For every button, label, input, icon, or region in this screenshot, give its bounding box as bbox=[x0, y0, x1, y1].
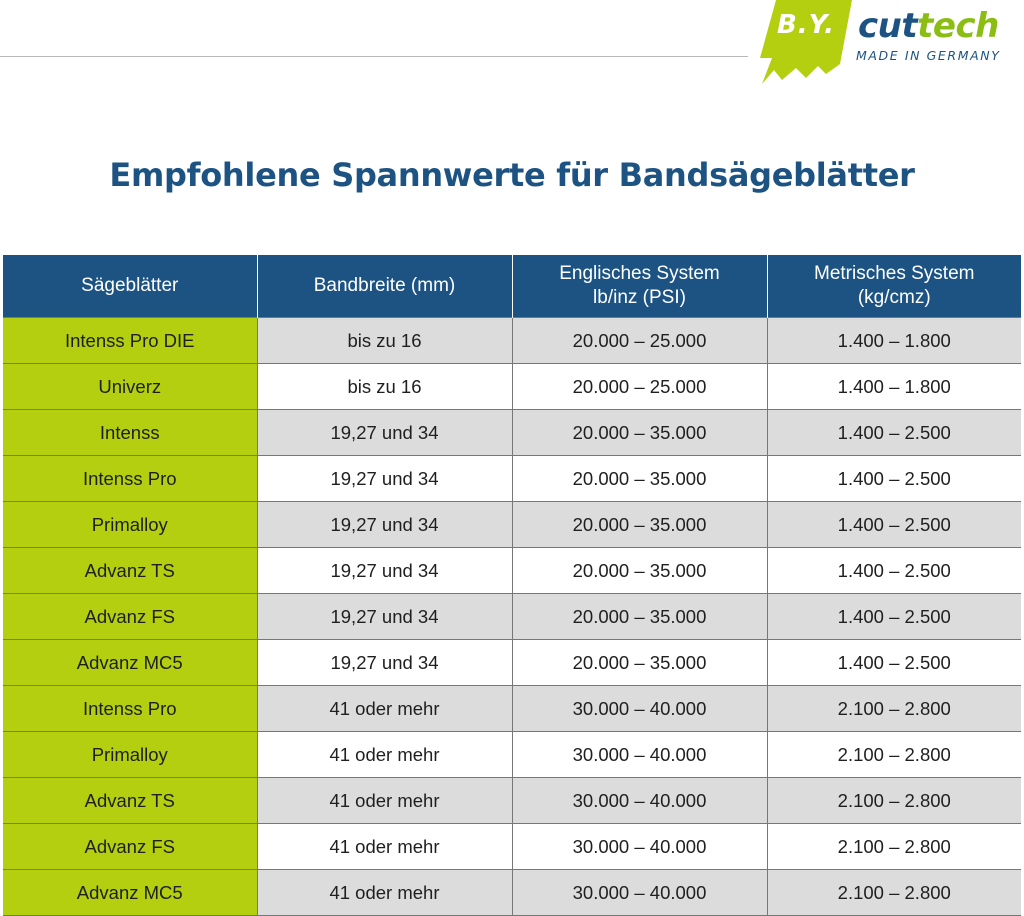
table-header-row: Sägeblätter Bandbreite (mm) Englisches S… bbox=[3, 255, 1021, 318]
blade-name-cell: Primalloy bbox=[3, 501, 257, 548]
blade-name-cell: Intenss Pro bbox=[3, 455, 257, 502]
table-row: Advanz MC5 41 oder mehr 30.000 – 40.000 … bbox=[3, 869, 1021, 916]
column-header-imperial: Englisches System lb/inz (PSI) bbox=[511, 255, 767, 318]
metric-value-cell: 2.100 – 2.800 bbox=[766, 777, 1021, 824]
metric-value-cell: 1.400 – 2.500 bbox=[766, 501, 1021, 548]
band-width-cell: 19,27 und 34 bbox=[256, 501, 512, 548]
psi-value-cell: 20.000 – 35.000 bbox=[511, 501, 767, 548]
table-row: Advanz TS 41 oder mehr 30.000 – 40.000 2… bbox=[3, 777, 1021, 824]
blade-name-cell: Advanz MC5 bbox=[3, 639, 257, 686]
psi-value-cell: 30.000 – 40.000 bbox=[511, 823, 767, 870]
metric-value-cell: 2.100 – 2.800 bbox=[766, 685, 1021, 732]
metric-value-cell: 2.100 – 2.800 bbox=[766, 823, 1021, 870]
psi-value-cell: 20.000 – 35.000 bbox=[511, 409, 767, 456]
column-header-blade: Sägeblätter bbox=[3, 255, 257, 318]
psi-value-cell: 20.000 – 35.000 bbox=[511, 639, 767, 686]
blade-name-cell: Advanz FS bbox=[3, 823, 257, 870]
metric-value-cell: 1.400 – 1.800 bbox=[766, 363, 1021, 410]
logo-badge-text: B.Y. bbox=[776, 10, 836, 40]
table-row: Intenss Pro DIE bis zu 16 20.000 – 25.00… bbox=[3, 317, 1021, 364]
metric-value-cell: 1.400 – 2.500 bbox=[766, 593, 1021, 640]
blade-name-cell: Intenss Pro bbox=[3, 685, 257, 732]
column-header-metric: Metrisches System (kg/cmz) bbox=[766, 255, 1021, 318]
band-width-cell: 41 oder mehr bbox=[256, 823, 512, 870]
band-width-cell: 41 oder mehr bbox=[256, 731, 512, 778]
metric-value-cell: 1.400 – 2.500 bbox=[766, 409, 1021, 456]
metric-value-cell: 1.400 – 2.500 bbox=[766, 639, 1021, 686]
metric-value-cell: 1.400 – 1.800 bbox=[766, 317, 1021, 364]
blade-name-cell: Univerz bbox=[3, 363, 257, 410]
blade-name-cell: Advanz TS bbox=[3, 777, 257, 824]
column-header-width: Bandbreite (mm) bbox=[256, 255, 512, 318]
psi-value-cell: 20.000 – 35.000 bbox=[511, 455, 767, 502]
band-width-cell: 19,27 und 34 bbox=[256, 455, 512, 502]
header-divider bbox=[0, 56, 748, 57]
metric-value-cell: 1.400 – 2.500 bbox=[766, 547, 1021, 594]
metric-value-cell: 1.400 – 2.500 bbox=[766, 455, 1021, 502]
psi-value-cell: 20.000 – 25.000 bbox=[511, 363, 767, 410]
psi-value-cell: 30.000 – 40.000 bbox=[511, 731, 767, 778]
metric-value-cell: 2.100 – 2.800 bbox=[766, 731, 1021, 778]
band-width-cell: 19,27 und 34 bbox=[256, 593, 512, 640]
table-row: Intenss Pro 41 oder mehr 30.000 – 40.000… bbox=[3, 685, 1021, 732]
blade-name-cell: Advanz FS bbox=[3, 593, 257, 640]
logo-tagline: MADE IN GERMANY bbox=[856, 48, 1001, 63]
table-row: Advanz TS 19,27 und 34 20.000 – 35.000 1… bbox=[3, 547, 1021, 594]
psi-value-cell: 30.000 – 40.000 bbox=[511, 685, 767, 732]
band-width-cell: 41 oder mehr bbox=[256, 685, 512, 732]
blade-name-cell: Primalloy bbox=[3, 731, 257, 778]
company-logo: B.Y. cuttech MADE IN GERMANY bbox=[760, 0, 1024, 90]
band-width-cell: bis zu 16 bbox=[256, 363, 512, 410]
page-title: Empfohlene Spannwerte für Bandsägeblätte… bbox=[109, 156, 915, 194]
logo-wordmark-part1: cut bbox=[858, 6, 918, 46]
metric-value-cell: 2.100 – 2.800 bbox=[766, 869, 1021, 916]
band-width-cell: 41 oder mehr bbox=[256, 777, 512, 824]
table-row: Primalloy 19,27 und 34 20.000 – 35.000 1… bbox=[3, 501, 1021, 548]
table-row: Advanz FS 19,27 und 34 20.000 – 35.000 1… bbox=[3, 593, 1021, 640]
logo-wordmark: cuttech bbox=[858, 6, 999, 46]
blade-name-cell: Advanz TS bbox=[3, 547, 257, 594]
blade-name-cell: Intenss bbox=[3, 409, 257, 456]
psi-value-cell: 30.000 – 40.000 bbox=[511, 869, 767, 916]
logo-badge-icon bbox=[760, 0, 852, 84]
table-row: Advanz MC5 19,27 und 34 20.000 – 35.000 … bbox=[3, 639, 1021, 686]
tension-values-table: Sägeblätter Bandbreite (mm) Englisches S… bbox=[3, 255, 1021, 916]
table-row: Intenss 19,27 und 34 20.000 – 35.000 1.4… bbox=[3, 409, 1021, 456]
table-row: Advanz FS 41 oder mehr 30.000 – 40.000 2… bbox=[3, 823, 1021, 870]
psi-value-cell: 20.000 – 35.000 bbox=[511, 547, 767, 594]
band-width-cell: 41 oder mehr bbox=[256, 869, 512, 916]
table-row: Univerz bis zu 16 20.000 – 25.000 1.400 … bbox=[3, 363, 1021, 410]
psi-value-cell: 20.000 – 25.000 bbox=[511, 317, 767, 364]
table-row: Primalloy 41 oder mehr 30.000 – 40.000 2… bbox=[3, 731, 1021, 778]
band-width-cell: bis zu 16 bbox=[256, 317, 512, 364]
band-width-cell: 19,27 und 34 bbox=[256, 547, 512, 594]
blade-name-cell: Intenss Pro DIE bbox=[3, 317, 257, 364]
psi-value-cell: 20.000 – 35.000 bbox=[511, 593, 767, 640]
psi-value-cell: 30.000 – 40.000 bbox=[511, 777, 767, 824]
table-row: Intenss Pro 19,27 und 34 20.000 – 35.000… bbox=[3, 455, 1021, 502]
band-width-cell: 19,27 und 34 bbox=[256, 639, 512, 686]
blade-name-cell: Advanz MC5 bbox=[3, 869, 257, 916]
band-width-cell: 19,27 und 34 bbox=[256, 409, 512, 456]
logo-wordmark-part2: tech bbox=[917, 6, 999, 46]
